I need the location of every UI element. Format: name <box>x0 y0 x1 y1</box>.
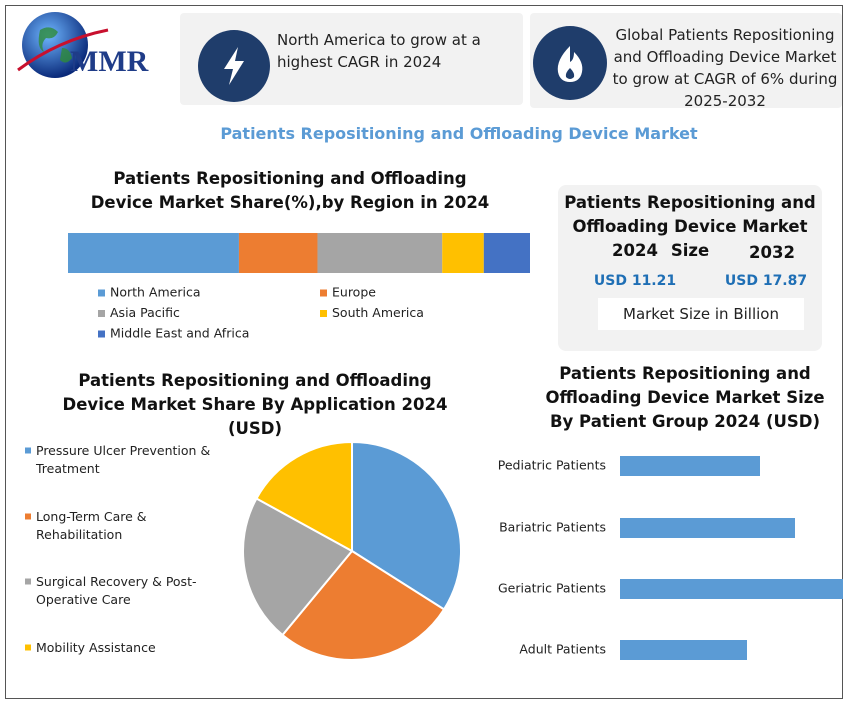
legend-label: Long-Term Care & Rehabilitation <box>36 509 147 542</box>
bar-segment <box>68 233 239 273</box>
logo: MMR <box>17 12 149 78</box>
legend-label: Middle East and Africa <box>110 326 249 341</box>
legend-label: North America <box>110 285 201 300</box>
year: 2032 <box>749 243 795 262</box>
category-label: Geriatric Patients <box>498 581 606 596</box>
frame <box>5 5 843 699</box>
legend-swatch <box>320 310 327 317</box>
legend-swatch <box>98 310 105 317</box>
card-text: North America to grow at a highest CAGR … <box>277 31 481 71</box>
category-label: Bariatric Patients <box>499 520 606 535</box>
legend-swatch <box>98 289 105 297</box>
legend-swatch <box>320 289 327 297</box>
icon <box>533 26 607 100</box>
legend-label: South America <box>332 305 424 320</box>
bar-segment <box>238 233 318 273</box>
card-text: Global Patients Repositioning and Offloa… <box>612 26 838 110</box>
pie-slice <box>255 440 353 553</box>
bar <box>620 640 747 660</box>
chart-title: Patients Repositioning and Offloading De… <box>90 169 490 212</box>
size-title: Patients Repositioning and Offloading De… <box>564 193 816 260</box>
bar <box>620 579 843 599</box>
pie-slice <box>281 549 446 661</box>
legend-swatch <box>98 330 105 338</box>
icon <box>198 30 270 102</box>
legend-label: Pressure Ulcer Prevention & Treatment <box>36 443 211 476</box>
bar-segment <box>317 233 443 273</box>
category-label: Adult Patients <box>519 642 606 657</box>
chart-title: Patients Repositioning and Offloading De… <box>62 371 448 438</box>
main-title: Patients Repositioning and Offloading De… <box>220 124 698 143</box>
bar-segment <box>442 233 484 273</box>
bar-segment <box>483 233 530 273</box>
year: 2024 <box>612 241 658 260</box>
size-value: USD 11.21 <box>593 273 677 289</box>
legend-label: Asia Pacific <box>110 305 180 320</box>
size-note: Market Size in Billion <box>598 298 804 330</box>
legend-label: Mobility Assistance <box>36 640 156 655</box>
size-value: USD 17.87 <box>724 273 808 289</box>
legend-swatch <box>25 513 31 520</box>
legend-label: Surgical Recovery & Post-Operative Care <box>36 574 197 607</box>
legend-swatch <box>25 644 31 651</box>
chart-title: Patients Repositioning and Offloading De… <box>545 364 825 431</box>
legend-label: Europe <box>332 285 376 300</box>
bar <box>620 518 795 538</box>
legend-swatch <box>25 578 31 585</box>
pie-slice <box>242 497 354 637</box>
logo-text: MMR <box>70 45 149 78</box>
legend-swatch <box>25 447 31 454</box>
bar <box>620 456 760 476</box>
category-label: Pediatric Patients <box>498 458 606 473</box>
